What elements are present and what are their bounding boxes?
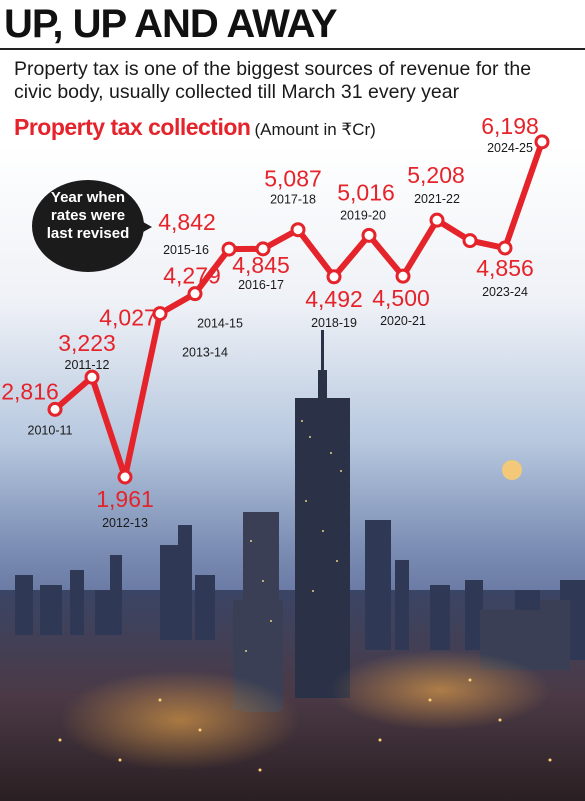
data-point-2020-21 xyxy=(395,268,411,284)
value-label-2014-15: 4,279 xyxy=(163,263,221,289)
year-label-2020-21: 2020-21 xyxy=(380,314,426,328)
year-label-2011-12: 2011-12 xyxy=(65,358,110,372)
chart-title: Property tax collection xyxy=(14,114,251,140)
year-label-2016-17: 2016-17 xyxy=(238,278,284,292)
data-point-2023-24 xyxy=(497,240,513,256)
data-point-2024-25 xyxy=(534,134,550,150)
data-point-2015-16 xyxy=(221,241,237,257)
value-label-2024-25: 6,198 xyxy=(481,113,539,139)
year-label-2017-18: 2017-18 xyxy=(270,193,316,207)
annotation-pointer xyxy=(136,218,152,236)
data-point-2011-12 xyxy=(84,369,100,385)
data-point-2013-14 xyxy=(152,306,168,322)
year-label-2018-19: 2018-19 xyxy=(311,316,357,330)
data-point-2016-17 xyxy=(255,241,271,257)
headline-bar: UP, UP AND AWAY xyxy=(0,0,585,50)
year-label-2013-14: 2013-14 xyxy=(182,346,228,360)
year-label-2012-13: 2012-13 xyxy=(102,516,148,530)
data-point-2019-20 xyxy=(361,227,377,243)
data-point-2014-15 xyxy=(187,286,203,302)
data-point-2021-22 xyxy=(429,212,445,228)
value-label-2013-14: 4,027 xyxy=(99,305,157,331)
intro-text: Property tax is one of the biggest sourc… xyxy=(14,58,532,103)
value-label-2012-13: 1,961 xyxy=(96,486,154,512)
data-point-2018-19 xyxy=(326,269,342,285)
value-label-2018-19: 4,492 xyxy=(305,286,363,312)
value-label-2021-22: 5,208 xyxy=(407,162,465,188)
value-label-2010-11: 2,816 xyxy=(1,378,59,404)
year-label-2024-25: 2024-25 xyxy=(487,141,533,155)
value-label-2017-18: 5,087 xyxy=(264,166,322,192)
year-label-2010-11: 2010-11 xyxy=(28,423,73,437)
chart-title-row: Property tax collection (Amount in ₹Cr) xyxy=(14,114,376,141)
value-label-2019-20: 5,016 xyxy=(337,179,395,205)
value-label-2011-12: 3,223 xyxy=(58,330,116,356)
year-label-2019-20: 2019-20 xyxy=(340,208,386,222)
annotation-bubble: Year when rates were last revised xyxy=(32,180,144,272)
moon xyxy=(502,460,522,480)
chart-subtitle: (Amount in ₹Cr) xyxy=(254,120,376,139)
value-label-2015-16: 4,842 xyxy=(158,209,216,235)
value-label-2020-21: 4,500 xyxy=(372,285,430,311)
data-point-2017-18 xyxy=(290,222,306,238)
headline: UP, UP AND AWAY xyxy=(4,2,338,46)
year-label-2021-22: 2021-22 xyxy=(414,192,460,206)
data-point-2010-11 xyxy=(47,401,63,417)
value-label-2023-24: 4,856 xyxy=(476,255,534,281)
tall-tower xyxy=(295,330,350,698)
annotation-text: Year when rates were last revised xyxy=(46,189,130,242)
year-label-2015-16: 2015-16 xyxy=(163,243,209,257)
value-label-2016-17: 4,845 xyxy=(232,252,290,278)
year-label-2023-24: 2023-24 xyxy=(482,285,528,299)
data-point-2022-23 xyxy=(462,233,478,249)
data-point-2012-13 xyxy=(117,469,133,485)
year-label-2014-15: 2014-15 xyxy=(197,317,243,331)
